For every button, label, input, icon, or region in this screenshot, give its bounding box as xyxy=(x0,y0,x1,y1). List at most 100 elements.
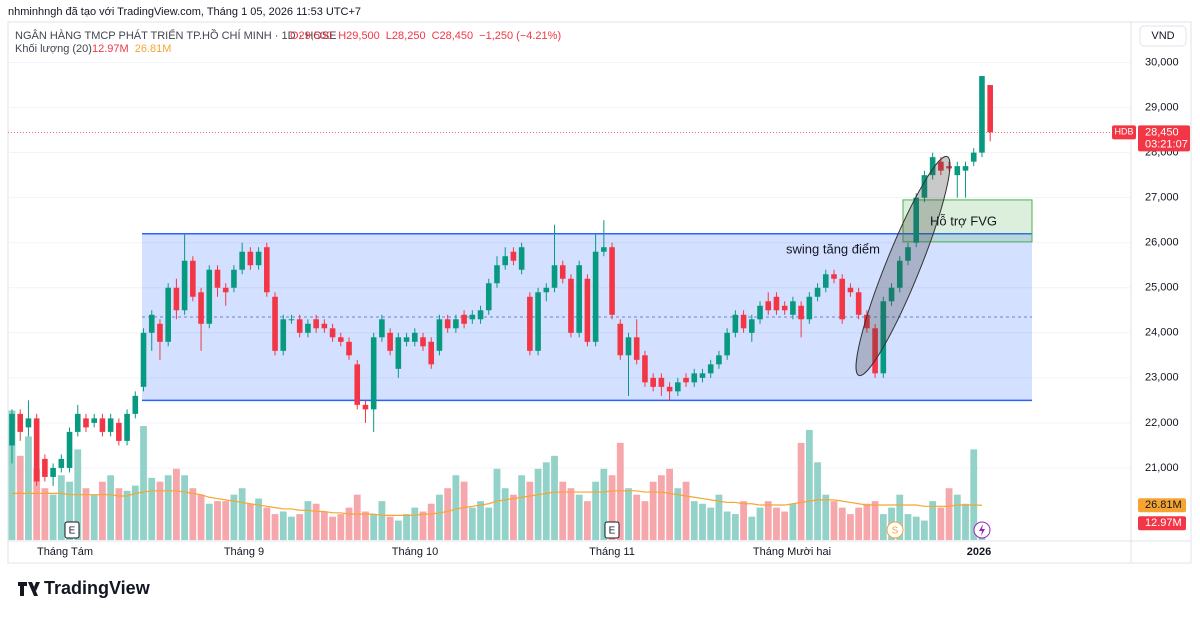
volume-bar xyxy=(140,426,147,540)
candle-body xyxy=(625,337,632,356)
candle-body xyxy=(296,319,303,333)
volume-bar xyxy=(279,511,287,540)
volume-bar xyxy=(312,503,320,540)
candle-body xyxy=(938,161,944,171)
volume-bar xyxy=(740,501,747,540)
candle-body xyxy=(165,287,171,342)
candle-body xyxy=(872,328,878,374)
candle-body xyxy=(502,256,508,266)
candle-body xyxy=(831,274,837,279)
volume-bar xyxy=(748,516,756,540)
volume-bar xyxy=(838,507,846,540)
candle-body xyxy=(675,382,681,392)
volume-bar xyxy=(49,494,57,540)
volume-bar xyxy=(797,442,805,540)
volume-bar xyxy=(205,503,213,540)
candle-body xyxy=(913,197,919,243)
volume-bar xyxy=(66,481,73,540)
volume-bar xyxy=(699,503,706,540)
volume-bar xyxy=(764,501,772,540)
volume-bar xyxy=(427,503,435,540)
volume-bar xyxy=(255,498,262,540)
candle-body xyxy=(453,319,459,329)
candle-body xyxy=(107,418,114,432)
volume-bar xyxy=(477,501,484,540)
x-tick-label: Tháng Mười hai xyxy=(753,546,831,558)
volume-bar xyxy=(666,468,673,540)
volume-bar xyxy=(436,494,443,540)
candle-body xyxy=(954,166,961,176)
volume-bar xyxy=(90,494,98,540)
volume-bar xyxy=(189,488,197,540)
volume-bar xyxy=(394,520,402,540)
candle-body xyxy=(896,260,903,288)
volume-bar xyxy=(123,490,131,540)
volume-tag-label: 12.97M xyxy=(1145,517,1182,529)
candle-body xyxy=(362,404,369,410)
volume-bar xyxy=(805,429,813,540)
candle-body xyxy=(42,458,48,477)
x-tick-label: Tháng 10 xyxy=(392,546,438,558)
volume-bar xyxy=(493,468,501,540)
swing-label: swing tăng điểm xyxy=(786,241,880,256)
volume-bar xyxy=(567,488,575,540)
volume-bar xyxy=(847,514,854,540)
candle-body xyxy=(436,319,443,351)
volume-bar xyxy=(288,516,295,540)
logo: TradingView xyxy=(44,578,151,598)
currency[interactable]: VND xyxy=(1151,30,1174,42)
volume-bar xyxy=(781,511,789,540)
price-tag-label: 28,450 xyxy=(1145,126,1179,138)
swing-ellipse xyxy=(855,155,951,377)
candle-body xyxy=(198,292,204,324)
fvg-box xyxy=(902,199,1033,243)
candle-body xyxy=(116,422,122,441)
candle-body xyxy=(527,296,533,351)
candle-body xyxy=(33,418,40,482)
volume-bar xyxy=(756,507,764,540)
currency-button[interactable] xyxy=(1139,25,1187,47)
candle-body xyxy=(329,328,336,338)
candle-body xyxy=(206,269,213,324)
candle-body xyxy=(99,418,106,432)
price-tag-countdown: 03:21:07 xyxy=(1145,138,1188,150)
volume-bar xyxy=(921,520,928,540)
volume-bar xyxy=(633,494,641,540)
candle-body xyxy=(411,332,418,342)
y-tick-label: 21,000 xyxy=(1145,462,1179,474)
candle-body xyxy=(814,287,821,297)
candle-body xyxy=(724,332,730,356)
logo-icon xyxy=(18,582,40,596)
candle-body xyxy=(650,377,656,387)
volume-bar xyxy=(551,455,558,540)
volume-legend: 12.97M xyxy=(92,43,129,55)
volume-bar xyxy=(403,514,410,540)
candle-body xyxy=(699,373,706,378)
volume-bar xyxy=(296,514,304,540)
frame xyxy=(7,21,1192,564)
candle-body xyxy=(247,251,254,266)
volume-tag-label: 26.81M xyxy=(1145,499,1182,511)
candle-body xyxy=(148,314,155,333)
volume-bar xyxy=(616,442,624,540)
volume-bar xyxy=(970,449,978,540)
volume-bar xyxy=(896,494,904,540)
candle-body xyxy=(666,386,673,392)
volume-bar xyxy=(156,481,164,540)
volume-bar xyxy=(362,511,369,540)
volume-bar xyxy=(690,501,698,540)
volume-bar xyxy=(731,514,739,540)
volume-bar xyxy=(181,475,189,540)
candle-body xyxy=(173,287,180,311)
volume-bar xyxy=(57,475,65,540)
candle-body xyxy=(551,265,558,288)
candle-body xyxy=(781,305,788,311)
volume-tag xyxy=(1138,516,1186,531)
candle-body xyxy=(798,305,804,320)
volume-bar xyxy=(173,468,180,540)
candle-body xyxy=(370,337,377,410)
volume-bar xyxy=(575,494,583,540)
candle-body xyxy=(543,287,550,293)
volume-bar xyxy=(715,494,723,540)
